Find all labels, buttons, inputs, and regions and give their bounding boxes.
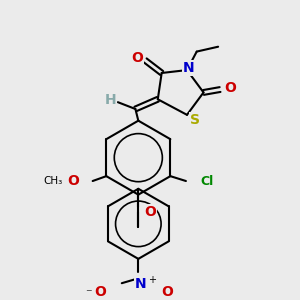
Text: S: S	[190, 113, 200, 127]
Text: O: O	[162, 285, 173, 299]
Text: Cl: Cl	[201, 175, 214, 188]
Text: N: N	[134, 277, 146, 291]
Text: +: +	[148, 275, 156, 285]
Text: O: O	[144, 205, 156, 219]
Text: O: O	[94, 285, 106, 299]
Text: O: O	[67, 174, 79, 188]
Text: ⁻: ⁻	[85, 287, 92, 300]
Text: O: O	[131, 51, 143, 65]
Text: O: O	[224, 81, 236, 94]
Text: H: H	[104, 93, 116, 107]
Text: N: N	[183, 61, 195, 75]
Text: CH₃: CH₃	[43, 176, 62, 186]
